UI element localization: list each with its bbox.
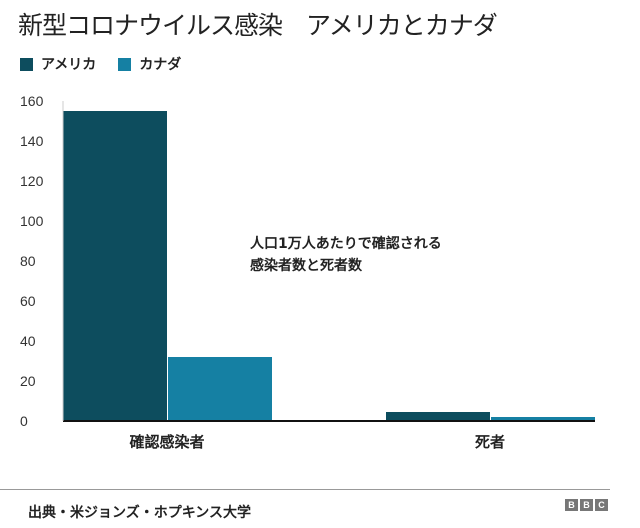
legend-item-usa: アメリカ (20, 54, 96, 74)
legend-item-canada: カナダ (118, 54, 181, 74)
logo-letter: B (580, 499, 593, 511)
annotation-line: 人口1万人あたりで確認される (250, 236, 442, 252)
legend-swatch (20, 57, 33, 71)
annotation-line: 感染者数と死者数 (250, 258, 362, 274)
legend-swatch (118, 57, 132, 71)
legend-label: アメリカ (41, 57, 97, 73)
legend: アメリカ カナダ (20, 54, 181, 74)
y-tick-label: 20 (20, 373, 36, 389)
y-tick-label: 160 (20, 93, 44, 109)
bar-canada (168, 357, 272, 421)
source-text: 出典・米ジョンズ・ホプキンス大学 (28, 505, 252, 521)
y-tick-label: 40 (20, 333, 36, 349)
y-tick-label: 60 (20, 293, 36, 309)
y-tick-label: 80 (20, 253, 36, 269)
footer-divider (0, 489, 610, 490)
logo-letter: C (595, 499, 608, 511)
y-tick-label: 0 (20, 413, 28, 429)
y-tick-label: 100 (20, 213, 44, 229)
x-tick-label: 死者 (475, 433, 505, 451)
bar-canada (491, 417, 595, 421)
chart-title: 新型コロナウイルス感染 アメリカとカナダ (18, 11, 498, 40)
bar-usa (63, 111, 167, 421)
x-tick-label: 確認感染者 (128, 433, 204, 451)
annotation: 人口1万人あたりで確認される 感染者数と死者数 (250, 233, 442, 277)
bar-usa (386, 412, 490, 421)
logo-letter: B (565, 499, 578, 511)
y-tick-label: 140 (20, 133, 44, 149)
legend-label: カナダ (139, 57, 182, 73)
y-tick-label: 120 (20, 173, 44, 189)
